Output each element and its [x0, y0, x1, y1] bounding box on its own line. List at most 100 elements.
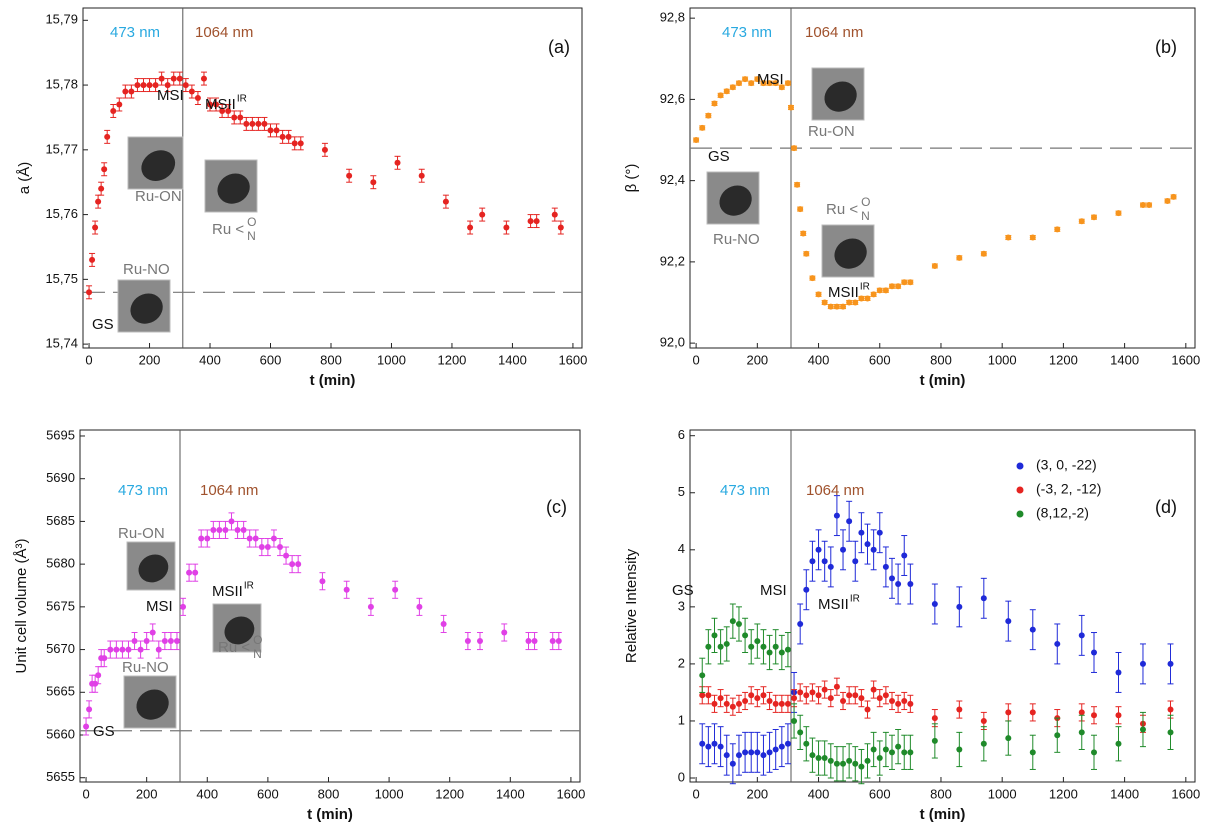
- annotation: 473 nm: [720, 482, 770, 499]
- point: [258, 544, 265, 551]
- point: [295, 561, 302, 568]
- point: [864, 757, 871, 764]
- point: [778, 649, 785, 656]
- annotation: 1064 nm: [200, 482, 258, 499]
- annotation: GS: [92, 316, 114, 333]
- point: [876, 287, 883, 294]
- point: [188, 88, 195, 95]
- point: [833, 303, 840, 310]
- annotation: 1064 nm: [805, 24, 863, 41]
- point: [1054, 640, 1061, 647]
- point: [852, 760, 859, 767]
- point: [882, 746, 889, 753]
- point: [754, 638, 761, 645]
- point: [788, 104, 794, 111]
- annotation-upper: O: [253, 633, 262, 647]
- x-tick-label: 0: [82, 786, 89, 801]
- point: [907, 581, 914, 588]
- point: [711, 740, 718, 747]
- point: [864, 541, 871, 548]
- point: [164, 82, 171, 89]
- point: [1054, 226, 1061, 233]
- point: [92, 680, 99, 687]
- plot-frame: [689, 7, 1196, 349]
- y-tick-label: 6: [678, 427, 685, 442]
- point: [717, 743, 724, 750]
- plot-frame: [82, 7, 583, 349]
- point: [870, 291, 877, 298]
- point: [225, 107, 232, 114]
- point: [729, 760, 736, 767]
- point: [846, 692, 853, 699]
- point: [261, 120, 268, 127]
- point: [110, 107, 117, 114]
- point: [1029, 626, 1036, 633]
- x-tick-label: 200: [136, 786, 158, 801]
- y-tick-label: 0: [678, 769, 685, 784]
- point: [1167, 706, 1174, 713]
- point: [889, 575, 895, 582]
- point: [791, 145, 798, 152]
- point: [182, 82, 189, 89]
- point: [346, 172, 353, 179]
- point: [858, 529, 865, 536]
- annotation: Ru <: [212, 221, 244, 238]
- point: [104, 133, 111, 140]
- point: [207, 101, 214, 108]
- point: [754, 76, 761, 83]
- point: [418, 172, 425, 179]
- point: [766, 697, 773, 704]
- point: [800, 230, 807, 237]
- point: [173, 638, 180, 645]
- point: [442, 198, 449, 205]
- point: [1091, 712, 1097, 719]
- x-tick-label: 400: [199, 352, 221, 367]
- x-tick-label: 400: [808, 352, 830, 367]
- legend-marker: [1016, 510, 1024, 518]
- y-tick-label: 92,0: [660, 335, 685, 350]
- point: [809, 558, 816, 565]
- x-tick-label: 800: [930, 352, 952, 367]
- annotation: GS: [93, 723, 115, 740]
- x-tick-label: 600: [260, 352, 282, 367]
- point: [858, 295, 865, 302]
- point: [128, 88, 135, 95]
- point: [876, 695, 883, 702]
- y-tick-label: 4: [678, 541, 685, 556]
- y-tick-label: 15,74: [45, 336, 78, 351]
- point: [1078, 709, 1085, 716]
- point: [980, 717, 987, 724]
- point: [754, 695, 761, 702]
- point: [791, 695, 798, 702]
- point: [772, 80, 779, 87]
- point: [152, 82, 159, 89]
- point: [464, 638, 471, 645]
- annotation: Ru <: [826, 201, 858, 218]
- point: [852, 299, 859, 306]
- point: [699, 124, 706, 131]
- annotation-lower: N: [861, 209, 870, 223]
- point: [86, 289, 93, 296]
- point: [219, 107, 226, 114]
- legend-marker: [1016, 486, 1024, 494]
- point: [791, 717, 798, 724]
- point: [705, 692, 712, 699]
- point: [137, 646, 144, 653]
- point: [895, 743, 902, 750]
- point: [797, 206, 804, 213]
- point: [158, 75, 165, 82]
- point: [477, 638, 483, 645]
- x-tick-label: 1000: [988, 786, 1017, 801]
- x-tick-label: 0: [693, 352, 700, 367]
- point: [889, 749, 895, 756]
- point: [882, 287, 889, 294]
- annotation: 1064 nm: [195, 24, 253, 41]
- point: [931, 715, 938, 722]
- point: [815, 692, 822, 699]
- point: [319, 578, 326, 585]
- y-tick-label: 15,79: [45, 12, 78, 27]
- point: [833, 760, 840, 767]
- point: [846, 757, 853, 764]
- point: [895, 283, 902, 290]
- crystal-photo-detail: [130, 293, 163, 324]
